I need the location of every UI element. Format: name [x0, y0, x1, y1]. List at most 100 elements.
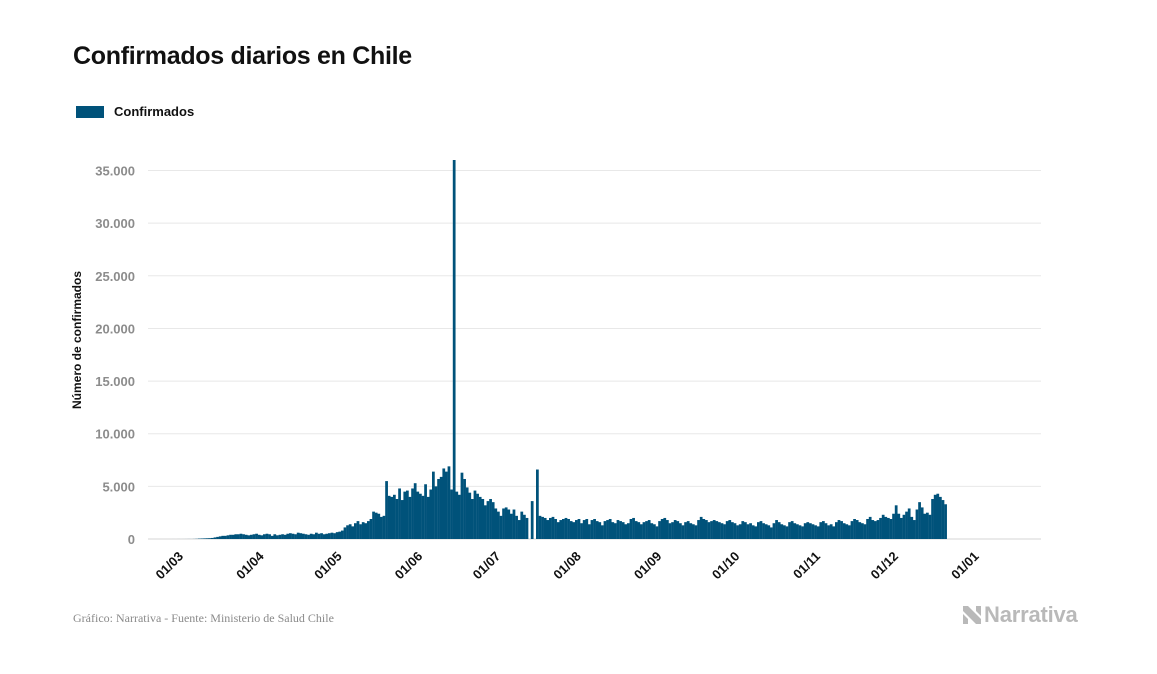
bar: [577, 518, 581, 539]
source-note: Gráfico: Narrativa - Fuente: Ministerio …: [73, 611, 334, 625]
bar: [876, 520, 880, 539]
bar: [731, 522, 734, 539]
bar: [666, 520, 669, 539]
bar: [668, 523, 672, 539]
bar: [881, 514, 885, 539]
y-tick-label: 10.000: [95, 427, 135, 442]
y-tick-label: 15.000: [95, 374, 135, 389]
bar: [307, 534, 310, 539]
bar: [361, 522, 365, 539]
legend-label-confirmados: Confirmados: [114, 104, 195, 119]
bar: [853, 518, 856, 539]
bar: [244, 534, 248, 539]
bar: [806, 522, 810, 539]
bar: [434, 486, 438, 539]
bar: [237, 534, 240, 539]
x-tick-label: 01/03: [153, 549, 187, 583]
bar: [450, 489, 453, 539]
bar: [569, 521, 573, 539]
bar: [351, 526, 355, 539]
bar: [941, 500, 945, 539]
bar: [234, 534, 238, 539]
x-tick-label: 01/09: [631, 549, 665, 583]
bar: [816, 526, 820, 539]
bar: [910, 516, 914, 539]
bar: [302, 533, 305, 539]
bar: [476, 493, 479, 539]
bar: [517, 520, 521, 539]
bar: [780, 524, 784, 539]
bar: [445, 471, 448, 539]
bar: [803, 523, 807, 539]
bar: [348, 524, 352, 539]
bar: [346, 525, 349, 539]
bar: [200, 538, 204, 539]
bar: [460, 472, 464, 539]
bar: [465, 487, 469, 539]
bar: [452, 160, 456, 539]
bar: [325, 533, 329, 539]
bar: [944, 504, 947, 539]
bar: [216, 536, 219, 539]
bar: [447, 466, 451, 539]
bar: [811, 524, 815, 539]
bar: [923, 513, 927, 539]
bar: [689, 523, 693, 539]
bar: [510, 513, 513, 539]
bar: [468, 492, 472, 539]
bar: [936, 493, 940, 539]
bar: [281, 534, 284, 539]
bar: [770, 527, 773, 539]
bar: [842, 523, 846, 539]
bar: [299, 533, 303, 539]
bar: [242, 534, 245, 539]
bar: [247, 535, 251, 539]
bar: [211, 537, 214, 539]
bar: [294, 534, 297, 539]
bar: [312, 534, 316, 539]
bar: [393, 494, 396, 539]
bar: [829, 524, 833, 539]
bar: [276, 535, 279, 539]
bar: [432, 471, 435, 539]
bar: [624, 524, 628, 539]
bar: [416, 491, 420, 539]
bar: [707, 522, 711, 539]
bar: [637, 522, 641, 539]
bar: [788, 522, 791, 539]
bar: [226, 535, 230, 539]
bar: [367, 521, 370, 539]
bar: [411, 488, 414, 539]
bar: [270, 535, 274, 539]
bar: [837, 520, 841, 539]
y-axis-label: Número de confirmados: [70, 271, 84, 409]
bar: [647, 520, 651, 539]
bar: [801, 526, 804, 539]
bar: [317, 533, 321, 539]
bar: [473, 490, 477, 539]
bar: [827, 525, 830, 539]
bar: [359, 524, 362, 539]
bar: [582, 520, 586, 539]
bar: [491, 502, 495, 539]
bar: [343, 527, 347, 539]
bar: [775, 520, 778, 539]
y-tick-label: 5.000: [102, 479, 135, 494]
bar: [785, 526, 789, 539]
bar: [699, 516, 703, 539]
bar: [686, 521, 690, 539]
bar: [796, 524, 799, 539]
bar: [679, 523, 682, 539]
bar: [265, 533, 269, 539]
x-tick-label: 01/11: [790, 549, 823, 582]
bar: [933, 494, 937, 539]
bar: [684, 522, 687, 539]
bar: [263, 534, 266, 539]
y-tick-label: 0: [128, 532, 135, 547]
y-tick-label: 25.000: [95, 269, 135, 284]
bar: [835, 522, 838, 539]
bar: [231, 534, 235, 539]
bar: [419, 493, 422, 539]
bar: [720, 523, 724, 539]
bar: [702, 518, 706, 539]
